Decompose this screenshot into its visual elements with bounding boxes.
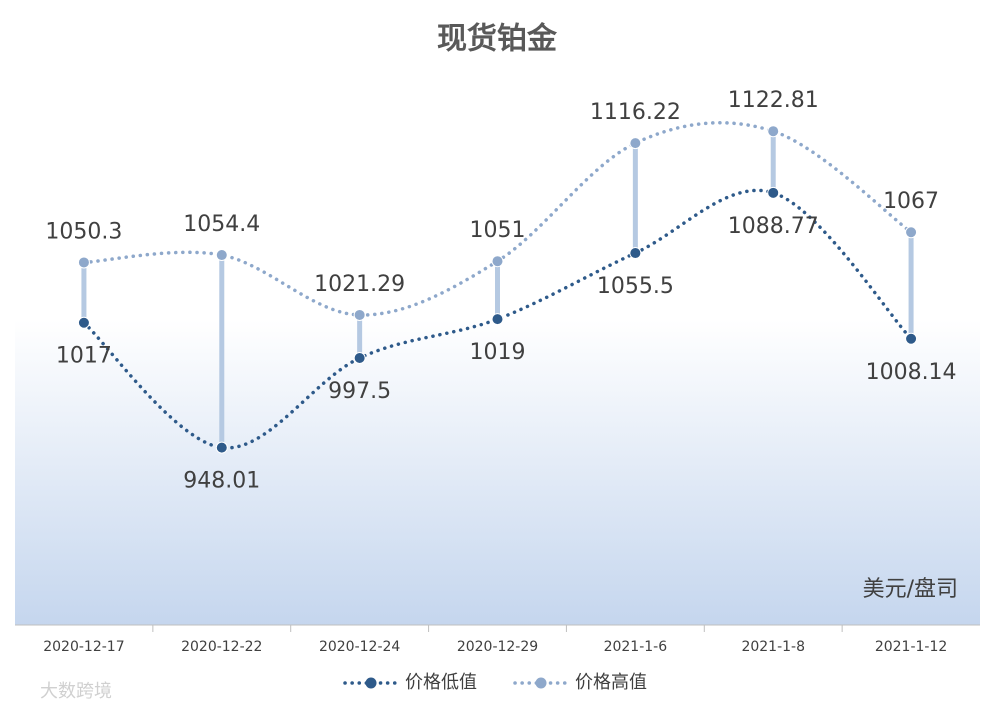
data-label: 997.5 — [328, 379, 391, 404]
data-label: 1021.29 — [314, 272, 405, 297]
high-low-bar — [219, 255, 225, 448]
x-tick-label: 2020-12-17 — [43, 639, 124, 655]
point-marker — [77, 316, 90, 329]
high-low-bar — [770, 131, 776, 193]
data-label: 1051 — [470, 218, 526, 243]
data-label: 948.01 — [183, 469, 260, 494]
high-low-bar — [495, 261, 500, 320]
point-marker — [767, 186, 780, 199]
x-tick-label: 2020-12-22 — [181, 639, 262, 655]
legend-marker — [535, 677, 547, 689]
legend-label: 价格低值 — [405, 672, 477, 693]
high-low-bar — [908, 232, 914, 339]
data-label: 1067 — [883, 189, 939, 214]
x-tick-label: 2021-1-12 — [875, 639, 947, 655]
legend-marker — [365, 677, 377, 689]
point-marker — [353, 308, 366, 321]
point-marker — [629, 247, 642, 260]
watermark: 大数跨境 — [40, 681, 112, 702]
legend-label: 价格高值 — [575, 672, 647, 693]
data-label: 1054.4 — [183, 212, 260, 237]
point-marker — [215, 441, 228, 454]
point-marker — [905, 332, 918, 345]
x-tick-label: 2021-1-8 — [741, 639, 805, 655]
data-label: 1055.5 — [597, 274, 674, 299]
data-label: 1050.3 — [45, 219, 122, 244]
point-marker — [491, 313, 504, 326]
high-low-bar — [357, 314, 363, 359]
data-label: 1088.77 — [728, 214, 819, 239]
x-tick-label: 2020-12-24 — [319, 639, 400, 655]
point-marker — [491, 255, 504, 268]
point-marker — [767, 125, 780, 138]
unit-label: 美元/盘司 — [863, 577, 958, 602]
high-low-bar — [632, 143, 638, 254]
x-tick-label: 2021-1-6 — [604, 639, 668, 655]
data-label: 1116.22 — [590, 100, 681, 125]
data-label: 1017 — [56, 344, 112, 369]
point-marker — [629, 137, 642, 150]
data-label: 1019 — [470, 340, 526, 365]
data-label: 1122.81 — [728, 88, 819, 113]
high-low-bar — [81, 262, 87, 323]
point-marker — [905, 226, 918, 239]
plot-background — [15, 70, 980, 625]
chart-title: 现货铂金 — [437, 22, 558, 57]
point-marker — [77, 256, 90, 269]
data-label: 1008.14 — [866, 360, 957, 385]
x-tick-label: 2020-12-29 — [457, 639, 538, 655]
point-marker — [353, 352, 366, 365]
point-marker — [215, 249, 228, 262]
